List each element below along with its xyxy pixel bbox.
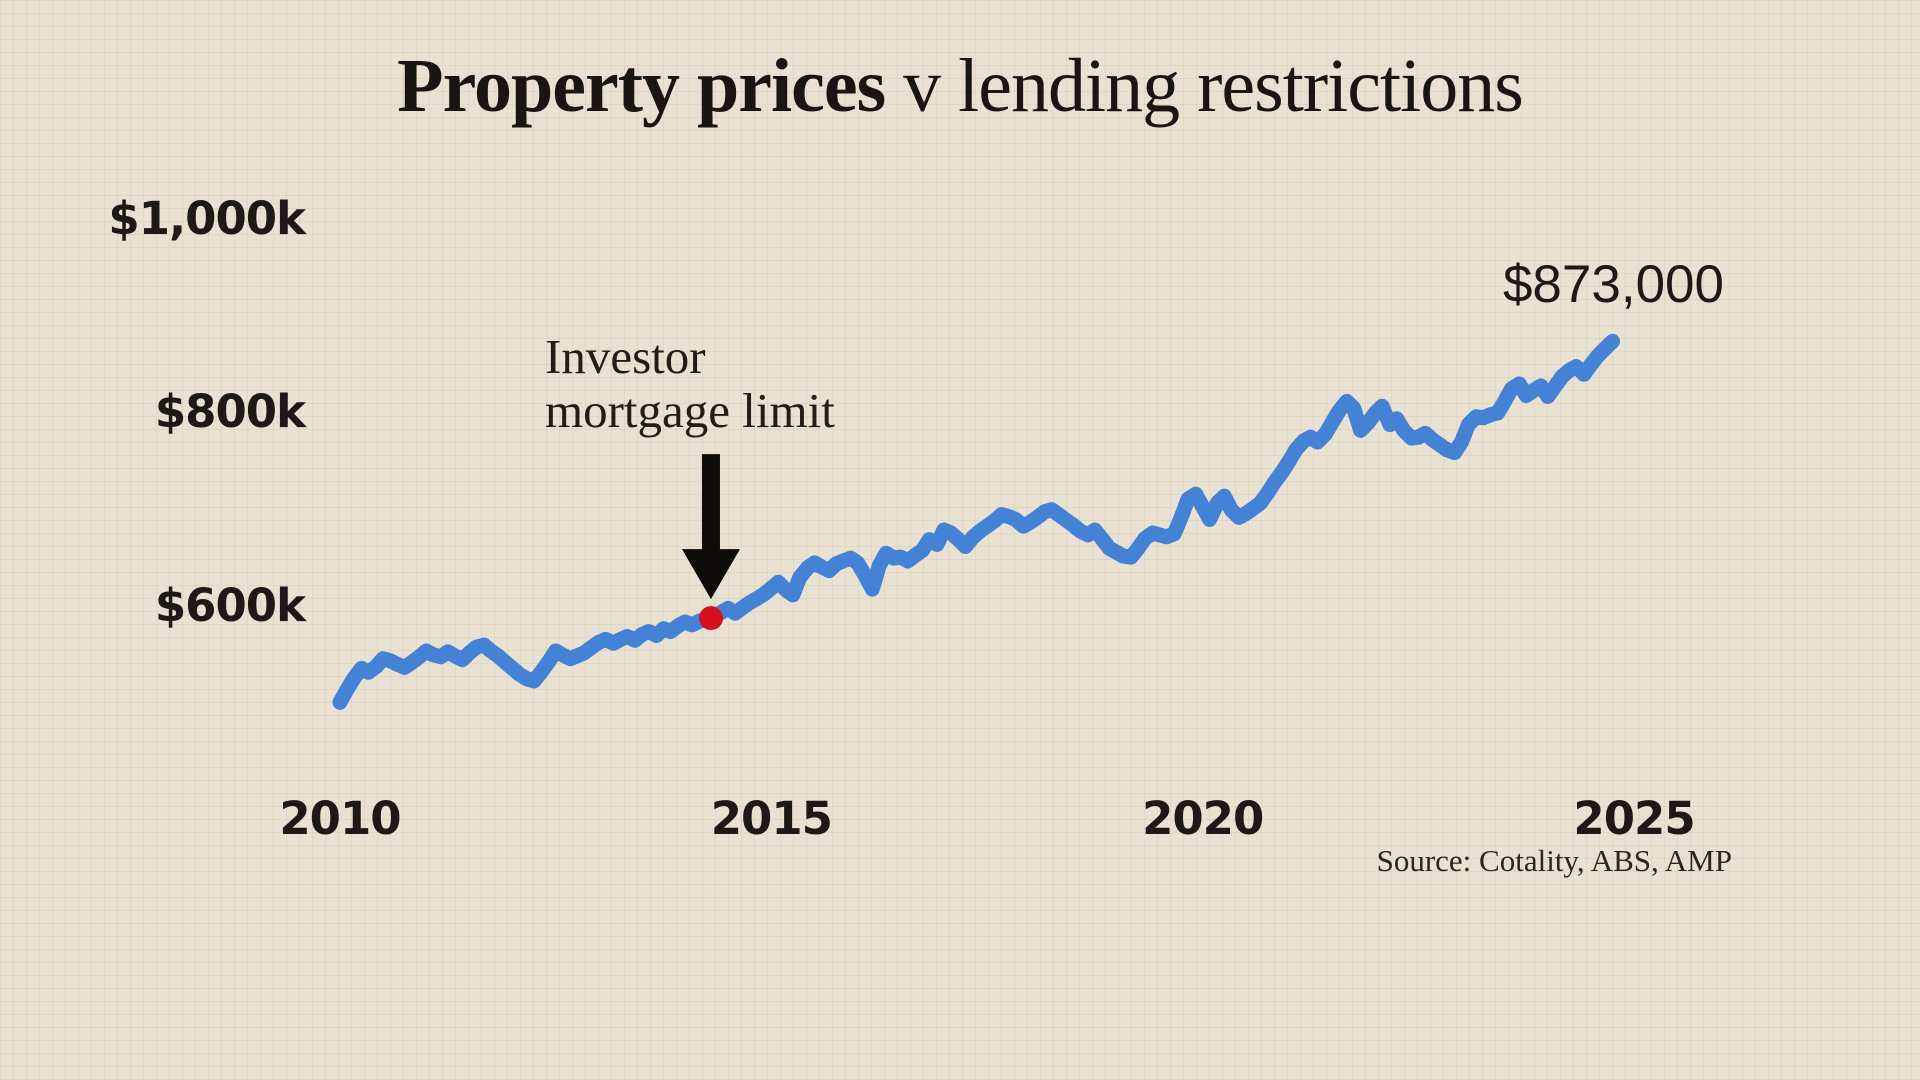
y-tick-label: $800k bbox=[154, 385, 306, 438]
policy-marker-dot bbox=[699, 606, 723, 631]
x-tick-label: 2025 bbox=[1573, 792, 1695, 845]
price-line bbox=[332, 333, 1620, 710]
annotation-arrow-icon bbox=[681, 454, 740, 600]
marker-annotation: Investor mortgage limit bbox=[545, 330, 835, 438]
end-value-label: $873,000 bbox=[1502, 255, 1724, 314]
marker-annotation-line1: Investor bbox=[545, 329, 706, 384]
chart-title: Property prices v lending restrictions bbox=[0, 48, 1920, 124]
chart-title-bold: Property prices bbox=[397, 44, 886, 128]
x-tick-label: 2010 bbox=[279, 792, 401, 845]
x-tick-label: 2020 bbox=[1142, 792, 1264, 845]
y-tick-label: $1,000k bbox=[108, 191, 306, 245]
x-tick-label: 2015 bbox=[710, 792, 833, 845]
y-tick-label: $600k bbox=[154, 578, 306, 632]
source-attribution: Source: Cotality, ABS, AMP bbox=[1376, 843, 1732, 878]
marker-annotation-line2: mortgage limit bbox=[545, 382, 835, 438]
chart-title-regular: v lending restrictions bbox=[885, 44, 1524, 128]
